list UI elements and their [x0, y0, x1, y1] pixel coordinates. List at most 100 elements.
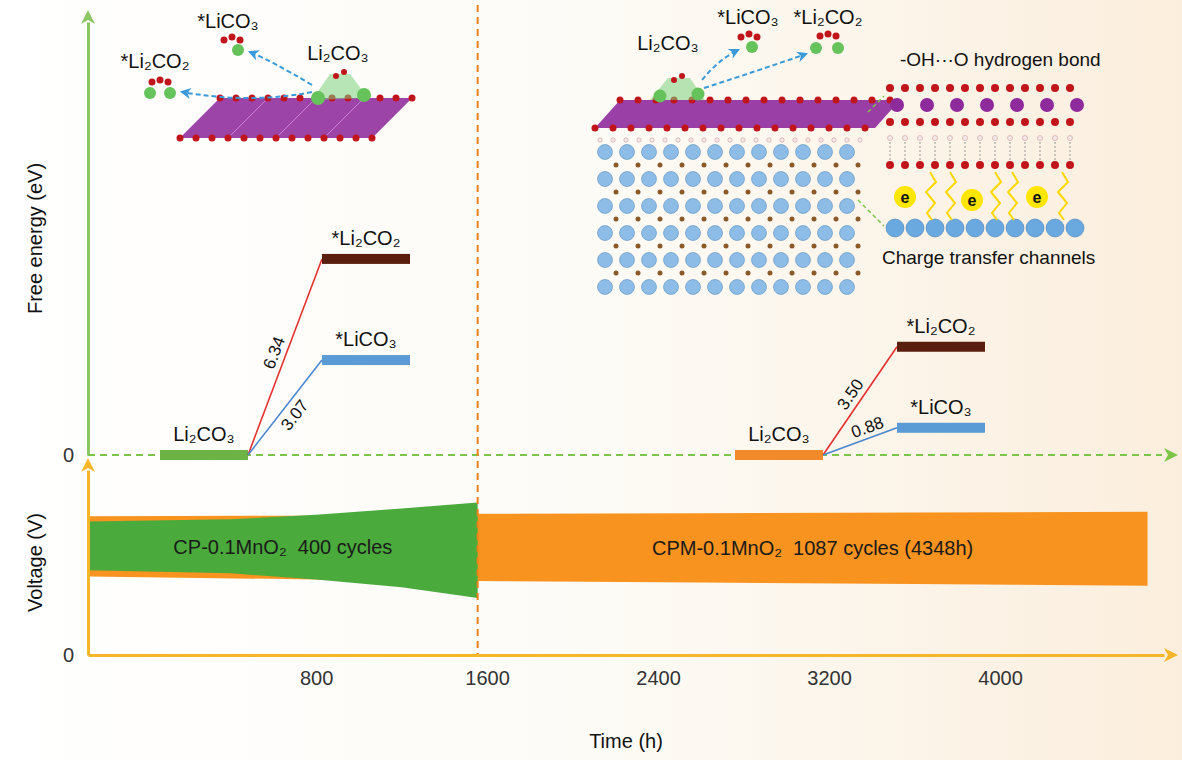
atom [598, 138, 602, 142]
energy-path [248, 259, 322, 455]
atom [369, 135, 376, 142]
atom [790, 217, 795, 222]
slab-edge [324, 98, 364, 138]
hydrogen-bond [1040, 142, 1041, 160]
annotation: Charge transfer channels [882, 247, 1095, 268]
atom [614, 190, 619, 195]
atom [702, 271, 707, 276]
atom [768, 190, 773, 195]
right-illustration [592, 31, 901, 295]
atom [357, 88, 371, 102]
atom [790, 244, 795, 249]
atom [177, 135, 184, 142]
species-label: *LiCO₃ [197, 10, 259, 32]
atom [886, 161, 894, 169]
atom [628, 125, 635, 132]
atom [834, 163, 839, 168]
atom [978, 136, 983, 141]
atom [840, 253, 855, 268]
atom [886, 84, 894, 92]
atom [642, 280, 657, 295]
energy-level [897, 342, 985, 352]
atom [768, 244, 773, 249]
atom [692, 88, 705, 101]
atom [708, 280, 723, 295]
atom [980, 98, 994, 112]
atom [948, 136, 953, 141]
series-label: CPM-0.1MnO₂ 1087 cycles (4348h) [652, 537, 973, 559]
atom [730, 253, 745, 268]
atom [886, 219, 904, 237]
atom [779, 97, 786, 104]
atom [1006, 84, 1014, 92]
atom [1051, 118, 1059, 126]
atom [746, 41, 758, 53]
atom [708, 226, 723, 241]
atom [903, 136, 908, 141]
atom [598, 145, 613, 160]
hydrogen-bond [920, 142, 921, 160]
electron [1026, 186, 1048, 208]
atom [157, 77, 164, 84]
atom [833, 97, 840, 104]
atom [961, 84, 969, 92]
y-axis: 0 [63, 23, 89, 466]
tick-label: 0 [63, 644, 74, 666]
hydrogen-bond [890, 142, 891, 160]
atom [642, 226, 657, 241]
atom [642, 199, 657, 214]
atom [832, 42, 844, 54]
atom [840, 172, 855, 187]
atom [946, 118, 954, 126]
atom [702, 138, 706, 142]
atom [812, 271, 817, 276]
atom [229, 34, 236, 41]
atom [774, 253, 789, 268]
atom [658, 163, 663, 168]
atom [686, 280, 701, 295]
atom [793, 138, 797, 142]
energy-path [823, 347, 897, 455]
atom [311, 91, 325, 105]
atom [796, 172, 811, 187]
energy-level [735, 450, 823, 460]
atom [664, 253, 679, 268]
atom [702, 217, 707, 222]
atom [658, 217, 663, 222]
atom [664, 172, 679, 187]
atom [886, 118, 894, 126]
slab-edge [180, 98, 220, 138]
atom [1053, 136, 1058, 141]
hydrogen-bond [950, 142, 951, 160]
series-label: CP-0.1MnO₂ 400 cycles [173, 536, 392, 558]
electron-label: e [968, 192, 977, 209]
data-label: 6.34 [260, 334, 289, 372]
atom [663, 138, 667, 142]
atom [679, 73, 685, 79]
atom [862, 125, 869, 132]
atom [1036, 161, 1044, 169]
atom [851, 97, 858, 104]
atom [337, 135, 344, 142]
tick-label: 2400 [636, 667, 681, 689]
atom [752, 280, 767, 295]
axis-arrow [1164, 648, 1178, 662]
atom [931, 161, 939, 169]
atom [774, 172, 789, 187]
atom [658, 190, 663, 195]
atom [966, 219, 984, 237]
atom [840, 280, 855, 295]
species-label: Li₂CO₃ [307, 42, 368, 64]
atom [635, 97, 642, 104]
atom [961, 118, 969, 126]
level-label: Li₂CO₃ [748, 423, 809, 445]
atom [754, 125, 761, 132]
axis-line [87, 471, 90, 656]
atom [610, 125, 617, 132]
atom [991, 118, 999, 126]
charge-channel [1008, 172, 1018, 220]
atom [993, 136, 998, 141]
tick: 2400 [636, 655, 681, 689]
species-label: *Li₂CO₂ [794, 6, 863, 28]
atom [730, 145, 745, 160]
